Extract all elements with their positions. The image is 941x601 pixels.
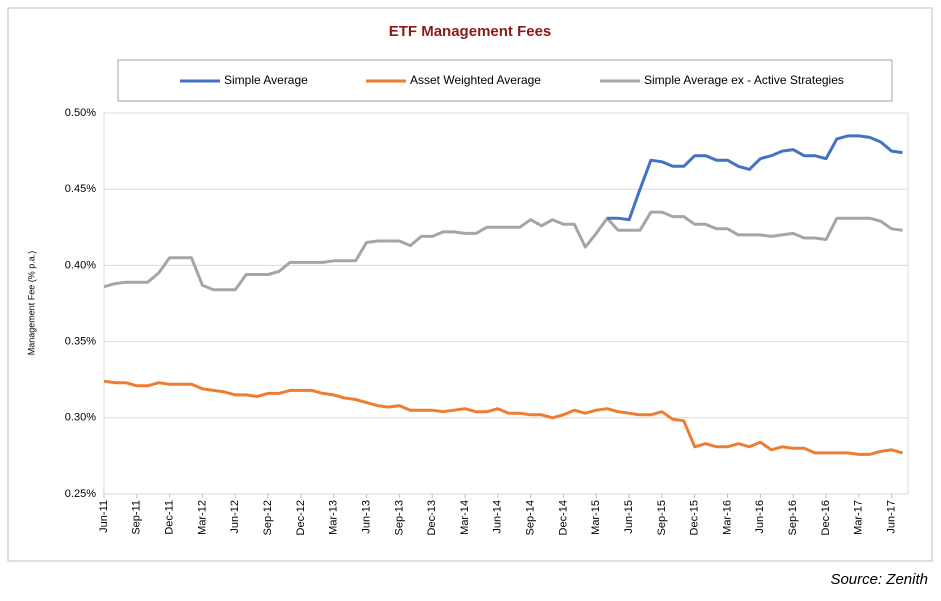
x-tick-label: Jun-11 (98, 500, 110, 533)
x-tick-label: Jun-15 (623, 500, 635, 534)
x-tick-label: Dec-15 (689, 500, 701, 535)
x-tick-label: Mar-13 (328, 500, 340, 535)
y-tick-label: 0.25% (65, 488, 96, 500)
x-tick-label: Mar-14 (459, 500, 471, 535)
legend-label: Simple Average (224, 73, 308, 87)
x-tick-label: Dec-12 (295, 500, 307, 535)
series-line (103, 379, 903, 456)
x-tick-label: Dec-13 (426, 500, 438, 535)
y-tick-label: 0.50% (65, 107, 96, 119)
y-axis-title: Management Fee (% p.a.) (26, 251, 36, 356)
x-tick-label: Dec-11 (164, 500, 176, 535)
x-tick-label: Sep-14 (525, 500, 537, 535)
series-line (103, 210, 903, 292)
chart-title: ETF Management Fees (389, 23, 552, 40)
x-tick-label: Mar-16 (721, 500, 733, 535)
x-tick-label: Jun-13 (360, 500, 372, 534)
x-tick-label: Sep-16 (787, 500, 799, 535)
x-tick-label: Jun-16 (754, 500, 766, 534)
x-tick-label: Sep-13 (393, 500, 405, 535)
x-tick-label: Dec-14 (557, 500, 569, 535)
legend-label: Asset Weighted Average (410, 73, 541, 87)
x-tick-label: Jun-14 (492, 500, 504, 534)
y-tick-label: 0.35% (65, 336, 96, 348)
source: Source: Zenith (830, 571, 928, 588)
y-tick-label: 0.45% (65, 183, 96, 195)
x-tick-label: Dec-16 (820, 500, 832, 535)
y-tick-label: 0.40% (65, 259, 96, 271)
x-tick-label: Sep-12 (262, 500, 274, 535)
plot-area (103, 112, 909, 495)
x-tick-label: Mar-15 (590, 500, 602, 535)
x-tick-label: Mar-12 (196, 500, 208, 535)
x-tick-label: Sep-15 (656, 500, 668, 535)
x-tick-label: Sep-11 (131, 500, 143, 535)
x-tick-label: Jun-17 (885, 500, 897, 534)
series-line (607, 134, 903, 222)
legend-box (117, 59, 893, 102)
x-tick-label: Jun-12 (229, 500, 241, 534)
x-tick-label: Mar-17 (853, 500, 865, 535)
y-tick-label: 0.30% (65, 412, 96, 424)
legend-label: Simple Average ex - Active Strategies (644, 73, 844, 87)
